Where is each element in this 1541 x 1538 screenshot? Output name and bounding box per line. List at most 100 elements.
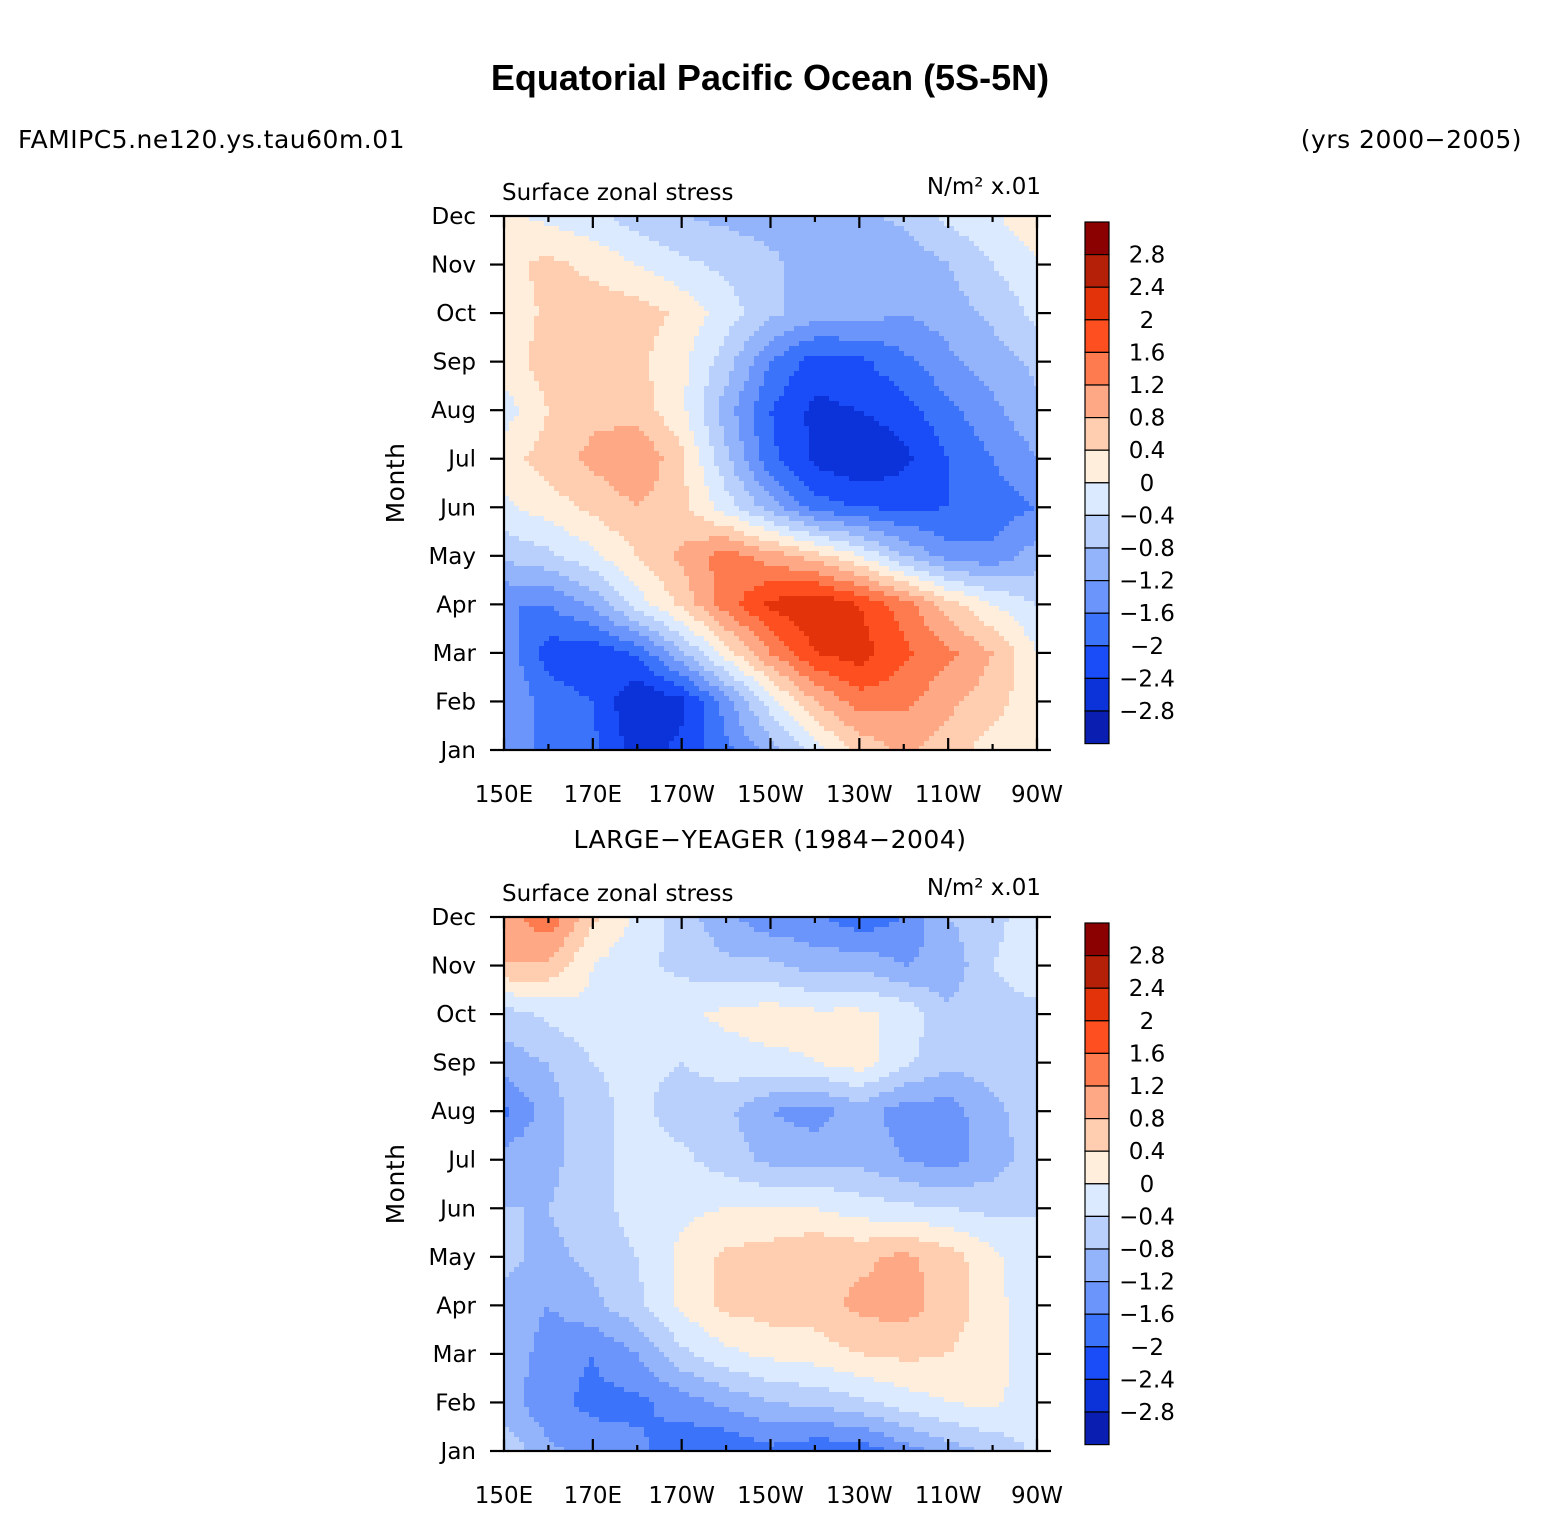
model-cell: [924, 266, 930, 272]
model-cell: [874, 386, 880, 392]
model-cell: [659, 261, 665, 267]
model-cell: [534, 221, 540, 227]
model-cell: [564, 406, 570, 412]
model-cell: [784, 341, 790, 347]
model-cell: [619, 286, 625, 292]
model-cell: [619, 256, 625, 262]
model-cell: [559, 406, 565, 412]
model-cell: [594, 396, 600, 402]
model-cell: [519, 261, 525, 267]
model-cell: [609, 446, 615, 452]
model-cell: [1029, 226, 1035, 232]
model-cell: [614, 261, 620, 267]
model-cell: [889, 376, 895, 382]
model-cell: [789, 236, 795, 242]
model-cell: [889, 266, 895, 272]
model-cell: [939, 416, 945, 422]
model-cell: [944, 321, 950, 327]
model-cell: [864, 251, 870, 257]
model-cell: [794, 446, 800, 452]
model-cell: [764, 321, 770, 327]
model-cell: [1014, 401, 1020, 407]
model-cell: [519, 401, 525, 407]
model-cell: [1004, 296, 1010, 302]
model-cell: [759, 251, 765, 257]
model-cell: [969, 381, 975, 387]
model-cell: [564, 341, 570, 347]
model-cell: [839, 381, 845, 387]
model-cell: [849, 436, 855, 442]
model-cell: [919, 306, 925, 312]
model-cell: [639, 341, 645, 347]
model-cell: [549, 276, 555, 282]
model-cell: [869, 361, 875, 367]
model-cell: [664, 396, 670, 402]
model-cell: [924, 286, 930, 292]
model-cell: [604, 226, 610, 232]
model-cell: [974, 316, 980, 322]
model-cell: [759, 271, 765, 277]
model-cell: [894, 361, 900, 367]
model-cell: [959, 406, 965, 412]
model-cell: [1014, 251, 1020, 257]
model-cell: [699, 306, 705, 312]
model-cell: [524, 291, 530, 297]
model-cell: [884, 281, 890, 287]
model-cell: [874, 416, 880, 422]
model-cell: [789, 406, 795, 412]
model-cell: [969, 316, 975, 322]
model-cell: [529, 291, 535, 297]
model-cell: [779, 341, 785, 347]
model-cell: [909, 361, 915, 367]
model-cell: [669, 286, 675, 292]
model-cell: [924, 261, 930, 267]
model-cell: [684, 391, 690, 397]
model-cell: [639, 256, 645, 262]
model-cell: [989, 266, 995, 272]
model-cell: [709, 351, 715, 357]
model-cell: [749, 221, 755, 227]
model-cell: [514, 271, 520, 277]
model-cell: [534, 441, 540, 447]
model-cell: [714, 356, 720, 362]
model-cell: [564, 251, 570, 257]
model-cell: [909, 336, 915, 342]
model-cell: [869, 316, 875, 322]
model-cell: [1009, 226, 1015, 232]
model-cell: [634, 386, 640, 392]
model-cell: [569, 406, 575, 412]
model-cell: [714, 351, 720, 357]
model-cell: [904, 441, 910, 447]
model-cell: [614, 311, 620, 317]
model-cell: [919, 251, 925, 257]
model-cell: [569, 261, 575, 267]
model-cell: [814, 381, 820, 387]
model-cell: [814, 351, 820, 357]
model-cell: [684, 341, 690, 347]
model-cell: [749, 271, 755, 277]
model-cell: [684, 316, 690, 322]
model-cell: [694, 371, 700, 377]
model-cell: [694, 251, 700, 257]
model-cell: [669, 246, 675, 252]
model-cell: [639, 376, 645, 382]
model-cell: [864, 381, 870, 387]
model-cell: [784, 221, 790, 227]
model-cell: [949, 411, 955, 417]
model-cell: [754, 341, 760, 347]
model-cell: [924, 426, 930, 432]
model-cell: [949, 276, 955, 282]
model-cell: [509, 406, 515, 412]
model-cell: [714, 301, 720, 307]
model-cell: [734, 241, 740, 247]
model-cell: [729, 316, 735, 322]
model-cell: [624, 226, 630, 232]
model-cell: [639, 326, 645, 332]
model-cell: [919, 321, 925, 327]
model-cell: [744, 316, 750, 322]
model-cell: [909, 311, 915, 317]
model-cell: [739, 371, 745, 377]
model-cell: [509, 316, 515, 322]
model-cell: [529, 341, 535, 347]
